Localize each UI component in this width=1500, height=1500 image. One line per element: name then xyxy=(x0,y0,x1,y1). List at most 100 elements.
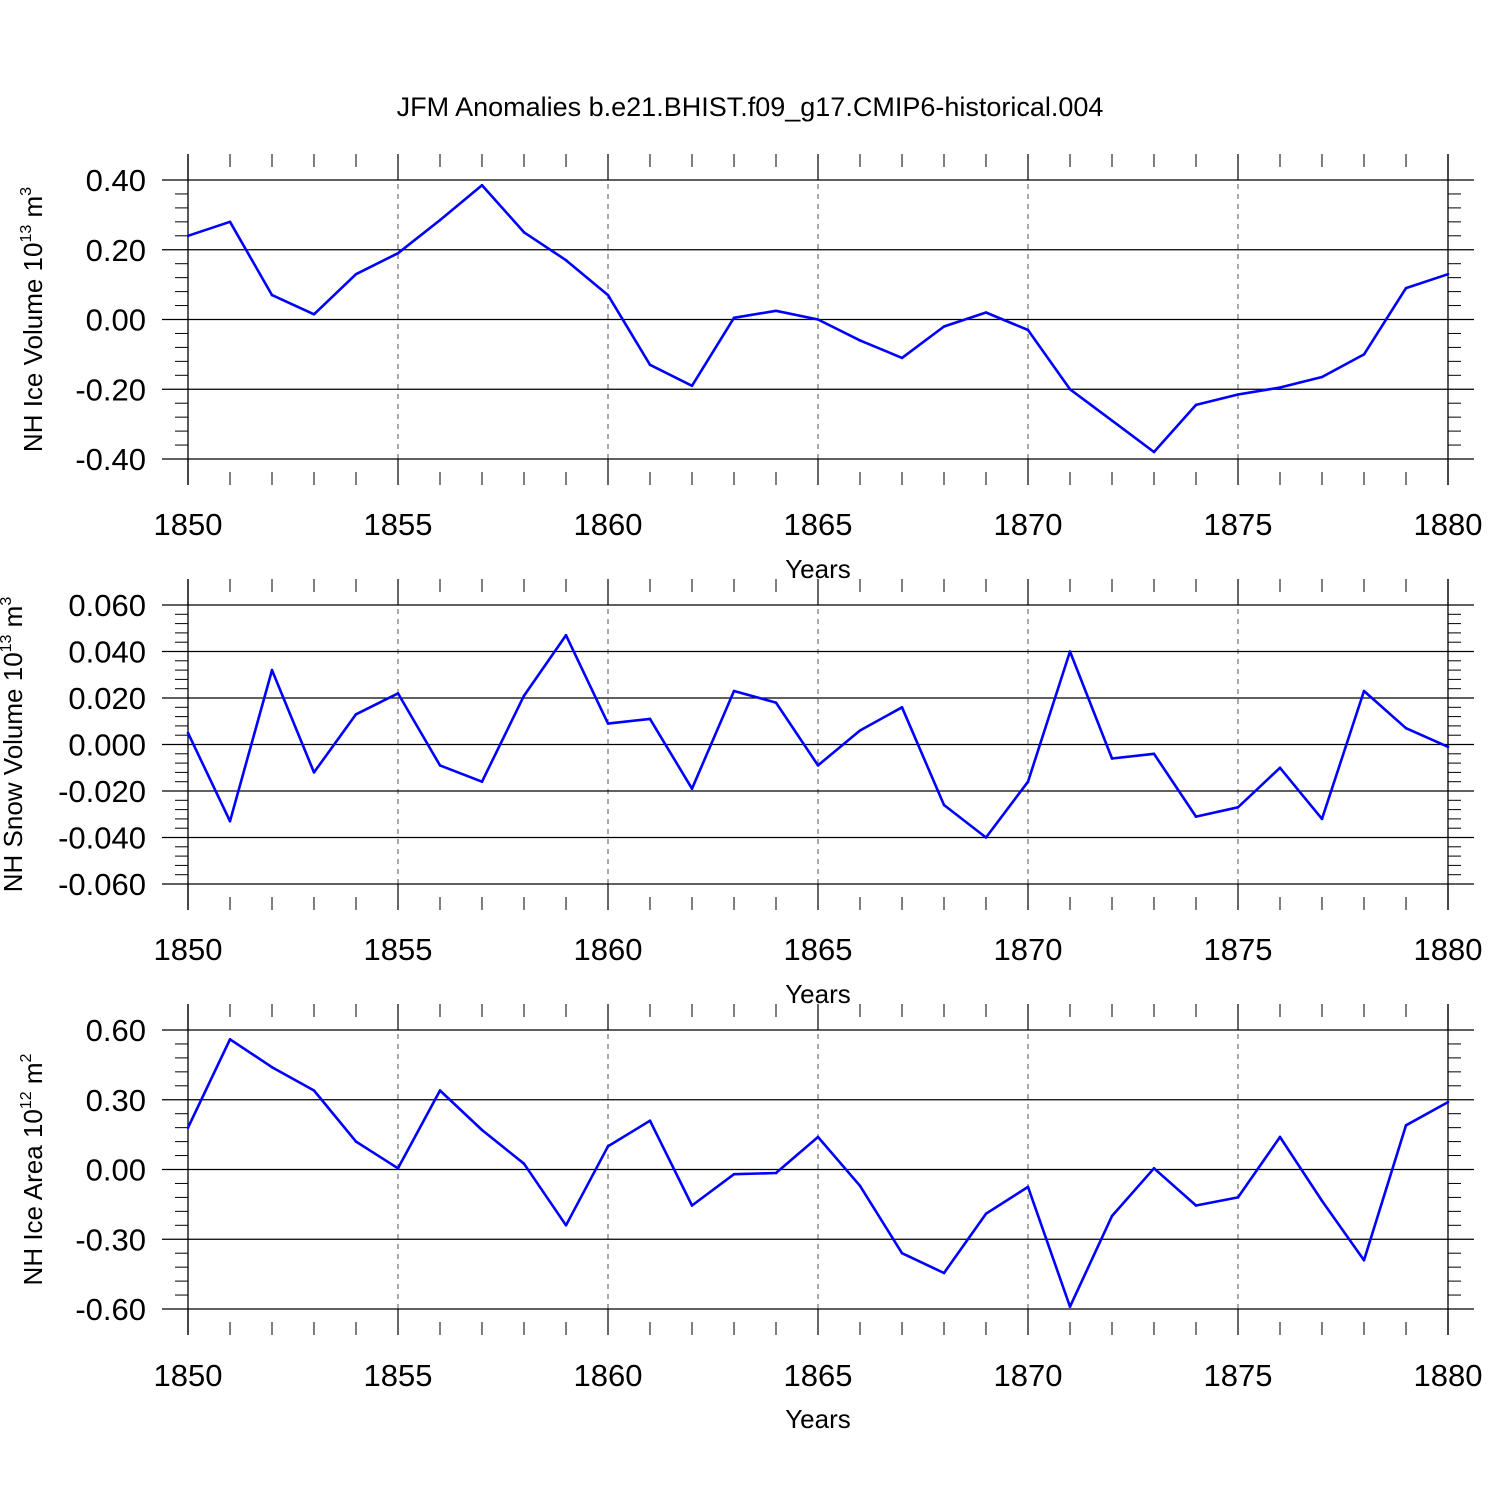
data-point xyxy=(1320,817,1324,821)
data-point xyxy=(1362,1258,1366,1262)
data-point xyxy=(438,764,442,767)
x-tick-label: 1860 xyxy=(574,507,643,542)
y-tick-label: -0.60 xyxy=(75,1292,146,1327)
data-point xyxy=(522,231,526,234)
y-tick-label: 0.040 xyxy=(68,635,146,670)
series-line xyxy=(186,633,1449,839)
data-point xyxy=(984,311,988,314)
data-point xyxy=(186,1126,190,1129)
data-point xyxy=(1194,403,1198,407)
data-point xyxy=(1152,1167,1156,1170)
y-tick-label: -0.060 xyxy=(58,867,146,902)
x-tick-label: 1860 xyxy=(574,932,643,967)
data-point xyxy=(1404,726,1408,730)
data-point xyxy=(1152,450,1156,454)
data-point xyxy=(1278,766,1282,770)
y-tick-label: 0.60 xyxy=(86,1013,146,1048)
x-tick-label: 1875 xyxy=(1204,932,1273,967)
data-point xyxy=(1320,375,1324,379)
x-tick-label: 1880 xyxy=(1414,507,1483,542)
data-point xyxy=(1110,757,1114,760)
data-point xyxy=(648,717,652,721)
data-point xyxy=(1278,1135,1282,1139)
data-point xyxy=(1446,272,1450,276)
y-tick-label: -0.20 xyxy=(75,372,146,407)
data-point xyxy=(732,689,736,693)
data-point xyxy=(564,258,568,262)
data-point xyxy=(396,692,400,695)
data-point xyxy=(816,318,820,321)
x-tick-label: 1860 xyxy=(574,1358,643,1393)
x-tick-label: 1880 xyxy=(1414,932,1483,967)
y-tick-label: -0.020 xyxy=(58,774,146,809)
x-tick-label: 1870 xyxy=(994,1358,1063,1393)
data-point xyxy=(858,339,862,342)
y-tick-label: 0.30 xyxy=(86,1083,146,1118)
y-tick-label: 0.020 xyxy=(68,681,146,716)
data-point xyxy=(1362,689,1366,693)
data-point xyxy=(186,731,190,735)
x-tick-label: 1870 xyxy=(994,507,1063,542)
x-tick-label: 1850 xyxy=(154,507,223,542)
y-tick-label: -0.40 xyxy=(75,442,146,477)
data-point xyxy=(774,701,778,704)
data-point xyxy=(984,836,988,839)
data-point xyxy=(396,1167,400,1170)
data-point xyxy=(984,1212,988,1215)
x-tick-label: 1855 xyxy=(364,932,433,967)
data-point xyxy=(942,803,946,807)
x-tick-label: 1875 xyxy=(1204,507,1273,542)
data-point xyxy=(606,293,610,297)
data-point xyxy=(1152,752,1156,756)
data-point xyxy=(270,293,274,297)
x-tick-label: 1880 xyxy=(1414,1358,1483,1393)
data-point xyxy=(900,1251,904,1255)
data-point xyxy=(732,1172,736,1176)
data-point xyxy=(690,787,694,790)
data-point xyxy=(1110,1214,1114,1218)
x-tick-label: 1875 xyxy=(1204,1358,1273,1393)
data-point xyxy=(1320,1199,1324,1203)
x-tick-label: 1855 xyxy=(364,1358,433,1393)
data-point xyxy=(858,1184,862,1188)
data-point xyxy=(522,1162,526,1165)
data-point xyxy=(1026,1185,1030,1189)
data-point xyxy=(816,764,820,767)
y-tick-label: 0.20 xyxy=(86,233,146,268)
y-tick-label: 0.00 xyxy=(86,303,146,338)
x-tick-label: 1870 xyxy=(994,932,1063,967)
data-point xyxy=(480,1128,484,1132)
data-point xyxy=(648,1119,652,1122)
data-point xyxy=(1194,815,1198,818)
data-point xyxy=(648,363,652,367)
data-point xyxy=(1068,1305,1072,1308)
data-point xyxy=(1236,805,1240,809)
x-axis-label: Years xyxy=(785,1404,851,1434)
y-tick-label: -0.30 xyxy=(75,1222,146,1257)
data-point xyxy=(564,1224,568,1227)
data-point xyxy=(354,712,358,716)
data-point xyxy=(438,1089,442,1092)
data-point xyxy=(564,633,568,637)
data-point xyxy=(396,251,400,255)
data-point xyxy=(606,722,610,725)
data-point xyxy=(1026,328,1030,332)
data-point xyxy=(942,325,946,328)
x-tick-label: 1850 xyxy=(154,1358,223,1393)
y-axis-label: NH Ice Area 1012 m2 xyxy=(18,1053,48,1285)
data-point xyxy=(690,384,694,388)
data-point xyxy=(480,183,484,187)
data-point xyxy=(354,1140,358,1143)
x-tick-label: 1865 xyxy=(784,1358,853,1393)
data-point xyxy=(354,272,358,276)
data-point xyxy=(858,729,862,732)
data-point xyxy=(942,1271,946,1275)
data-point xyxy=(1446,745,1450,749)
data-point xyxy=(1236,1196,1240,1199)
data-point xyxy=(900,356,904,360)
data-point xyxy=(312,1089,316,1092)
data-point xyxy=(1404,1124,1408,1127)
x-tick-label: 1865 xyxy=(784,507,853,542)
